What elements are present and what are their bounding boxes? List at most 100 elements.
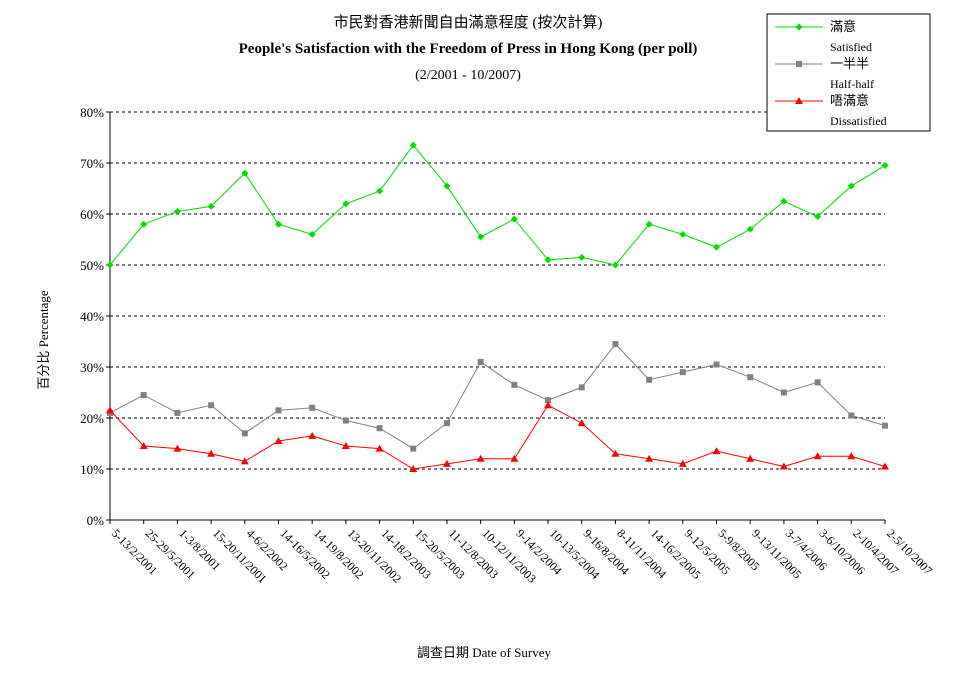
legend-item-half-half: 一半半 Half-half — [775, 56, 874, 91]
data-point — [208, 402, 215, 409]
data-point — [780, 389, 787, 396]
data-point — [713, 361, 720, 368]
data-point — [645, 454, 654, 462]
data-point — [241, 430, 248, 437]
legend-item-dissatisfied: 唔滿意 Dissatisfied — [775, 93, 887, 128]
y-tick-label: 40% — [80, 309, 104, 324]
legend-box — [766, 13, 931, 132]
data-point — [544, 256, 552, 264]
data-point — [308, 431, 317, 439]
y-tick-label: 0% — [87, 513, 105, 528]
data-point — [848, 412, 855, 419]
data-point — [814, 213, 822, 221]
data-point — [410, 445, 417, 452]
data-point — [795, 23, 803, 31]
data-point — [106, 406, 114, 414]
gridlines — [110, 111, 885, 470]
data-point — [746, 454, 755, 462]
data-point — [207, 449, 216, 457]
data-point — [376, 425, 383, 432]
data-point — [309, 404, 316, 411]
y-tick-label: 80% — [80, 105, 104, 120]
x-axis-ticks: 5-13/2/200125-29/5/20011-3/8/200115-20/1… — [109, 520, 935, 586]
data-point — [611, 449, 620, 457]
data-point — [795, 97, 803, 104]
data-point — [477, 358, 484, 365]
data-point — [646, 376, 653, 383]
data-point — [746, 225, 754, 233]
data-point — [578, 253, 586, 261]
data-point — [796, 61, 802, 67]
x-axis-label: 調查日期 Date of Survey — [417, 645, 551, 660]
data-point — [442, 459, 451, 467]
data-point — [376, 187, 384, 195]
legend-label-en: Satisfied — [830, 40, 872, 54]
data-point — [510, 215, 518, 223]
data-point — [274, 436, 283, 444]
data-point — [477, 233, 485, 241]
series-half-half — [107, 341, 888, 452]
data-point — [174, 409, 181, 416]
data-point — [678, 459, 687, 467]
legend-label-en: Half-half — [830, 77, 874, 91]
data-point — [712, 447, 721, 455]
data-point — [545, 397, 552, 404]
data-point — [544, 401, 553, 409]
data-point — [510, 454, 519, 462]
data-point — [612, 341, 619, 348]
y-tick-label: 30% — [80, 360, 104, 375]
y-tick-label: 20% — [80, 411, 104, 426]
data-point — [342, 417, 349, 424]
data-point — [275, 407, 282, 414]
y-axis-ticks: 0% 10% 20% 30% 40% 50% 60% 70% 80% — [80, 105, 110, 528]
data-point — [106, 261, 114, 269]
y-axis-label: 百分比 Percentage — [36, 290, 51, 390]
data-point — [308, 230, 316, 238]
data-point — [409, 141, 417, 149]
data-point — [882, 422, 888, 429]
data-point — [207, 202, 215, 210]
data-point — [241, 169, 249, 177]
data-point — [139, 442, 148, 450]
data-point — [847, 452, 856, 460]
plot-area: 0% 10% 20% 30% 40% 50% 60% 70% 80% 5-13/2/200125… — [80, 105, 935, 586]
data-point — [577, 419, 586, 427]
data-point — [341, 442, 350, 450]
series-layer — [106, 141, 889, 472]
series-dissatisfied — [106, 401, 889, 472]
data-point — [578, 384, 585, 391]
data-point — [443, 182, 451, 190]
data-point — [173, 444, 182, 452]
data-point — [779, 462, 788, 470]
y-tick-label: 70% — [80, 156, 104, 171]
data-point — [780, 197, 788, 205]
data-point — [443, 420, 450, 427]
data-point — [814, 379, 821, 386]
data-point — [140, 220, 148, 228]
legend: 滿意 Satisfied 一半半 Half-half 唔滿意 Dissatisfied — [766, 13, 931, 132]
legend-label-en: Dissatisfied — [830, 114, 887, 128]
data-point — [881, 462, 889, 470]
data-point — [375, 444, 384, 452]
chart-title: 市民對香港新聞自由滿意程度 (按次計算) — [334, 13, 603, 31]
legend-label: 唔滿意 — [830, 93, 869, 108]
data-point — [611, 261, 619, 269]
series-line — [109, 404, 886, 470]
data-point — [645, 220, 653, 228]
chart-date-range: (2/2001 - 10/2007) — [415, 68, 521, 83]
series-line — [109, 144, 886, 266]
data-point — [476, 454, 485, 462]
series-line — [109, 343, 886, 450]
data-point — [713, 243, 721, 251]
data-point — [173, 207, 181, 215]
data-point — [847, 182, 855, 190]
data-point — [511, 381, 518, 388]
series-satisfied — [106, 141, 889, 269]
data-point — [274, 220, 282, 228]
data-point — [679, 230, 687, 238]
chart-subtitle: People's Satisfaction with the Freedom o… — [239, 41, 698, 57]
y-tick-label: 50% — [80, 258, 104, 273]
data-point — [140, 392, 147, 399]
legend-item-satisfied: 滿意 Satisfied — [775, 19, 872, 54]
